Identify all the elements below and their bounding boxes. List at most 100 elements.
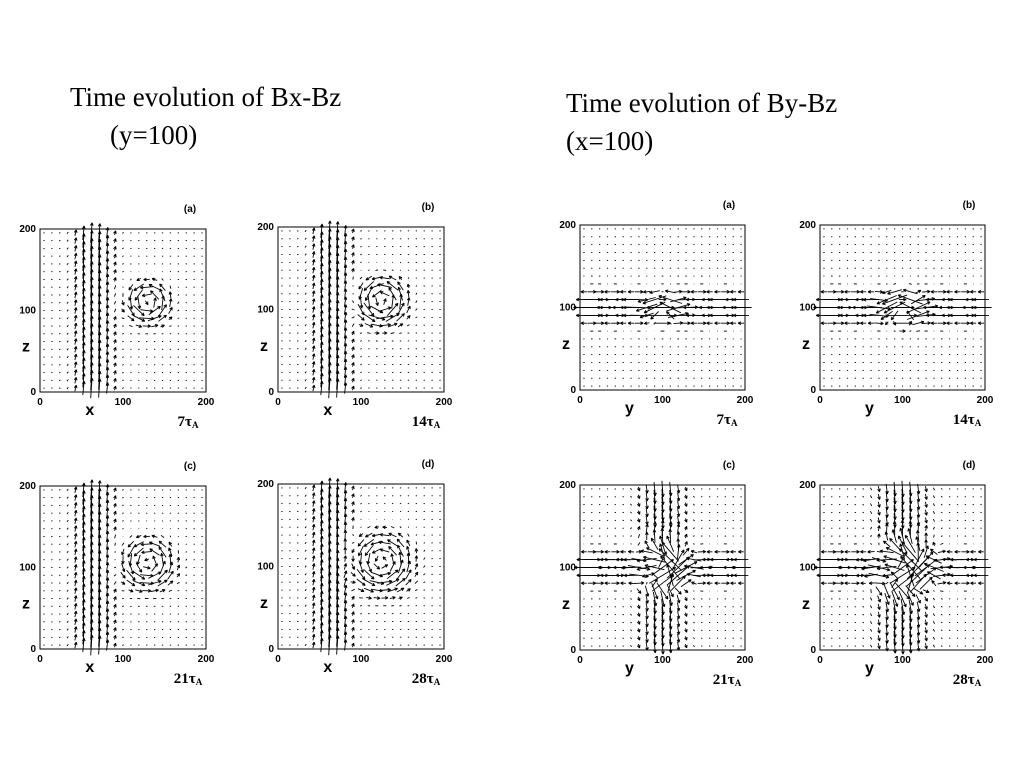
field-arrow [387,539,399,547]
field-arrow [356,578,366,586]
field-arrow [150,588,159,593]
field-arrow [970,581,976,586]
field-arrow [932,644,935,648]
field-arrow [148,541,161,547]
field-arrow [396,302,405,317]
x-tick-label: 200 [737,395,754,406]
field-arrow [645,500,649,510]
field-arrow [898,590,907,608]
field-arrow [940,645,943,647]
field-arrow [877,509,881,516]
field-arrow [66,340,69,343]
field-arrow [653,489,657,504]
plot-frame [277,483,445,650]
field-arrow [909,489,913,505]
field-arrow [311,369,316,376]
field-arrow [389,596,396,600]
field-arrow [862,613,865,616]
field-arrow [946,289,953,294]
field-arrow [630,613,633,616]
time-label: 28τA [953,672,982,688]
field-arrow [898,548,922,571]
field-arrow [382,331,388,335]
field-arrow [595,581,604,586]
field-arrow [66,255,69,258]
field-arrow [870,503,873,507]
field-arrow [877,493,881,500]
field-arrow [912,320,925,326]
field-arrow [691,581,697,585]
x-axis-label: y [865,400,874,417]
x-tick-label: 0 [817,395,823,406]
field-arrow [122,636,124,639]
field-arrow [311,251,316,258]
panel-label: (b) [422,202,435,213]
field-arrow [363,281,375,291]
field-arrow [880,310,893,320]
field-arrow [360,355,362,358]
field-arrow [122,597,124,600]
field-arrow [66,636,69,639]
field-arrow [373,596,381,600]
field-arrow [304,292,307,295]
field-arrow [961,321,970,326]
field-arrow [684,494,688,500]
field-arrow [888,313,918,318]
field-arrow [399,526,402,529]
field-arrow [304,494,307,497]
field-arrow [168,547,173,557]
field-arrow [877,619,881,626]
field-arrow [359,605,363,607]
field-arrow [882,540,891,548]
field-arrow [97,480,102,500]
field-arrow [937,581,947,585]
field-arrow [862,511,865,514]
field-arrow [121,300,125,306]
field-arrow [73,276,78,283]
field-arrow [311,618,316,625]
field-arrow [885,640,889,652]
field-arrow [142,324,151,328]
field-arrow [73,502,78,509]
field-arrow [351,555,355,562]
field-arrow [870,644,873,648]
field-arrow [73,525,78,532]
field-arrow [128,284,134,291]
field-arrow [634,289,644,294]
field-arrow [351,595,355,600]
field-arrow [407,533,410,537]
field-arrow [877,603,881,610]
field-arrow [73,377,78,384]
field-arrow [73,260,78,268]
field-arrow [141,293,152,298]
field-arrow [885,609,889,620]
field-arrow [113,581,117,585]
field-arrow [668,482,673,497]
field-arrow [721,549,730,554]
field-arrow [423,581,426,584]
field-arrow [684,612,688,617]
field-arrow [415,292,418,295]
field-arrow [874,290,884,294]
field-arrow [153,297,157,308]
field-arrow [122,613,124,615]
field-arrow [406,297,411,306]
field-arrow [122,644,124,646]
x-tick-label: 100 [353,654,370,665]
time-value: 28τ [412,671,434,687]
field-arrow [916,633,921,644]
field-arrow [668,505,673,520]
field-arrow [351,228,355,234]
field-arrow [311,633,316,641]
field-arrow [113,316,117,321]
field-arrow [66,286,69,289]
field-arrow [915,289,922,294]
plot-frame [277,226,445,393]
field-arrow [870,613,873,617]
field-arrow [122,527,124,530]
field-arrow [721,289,730,294]
field-arrow [304,261,307,264]
field-arrow [913,587,924,595]
field-arrow [137,597,141,600]
field-arrow [66,543,69,546]
